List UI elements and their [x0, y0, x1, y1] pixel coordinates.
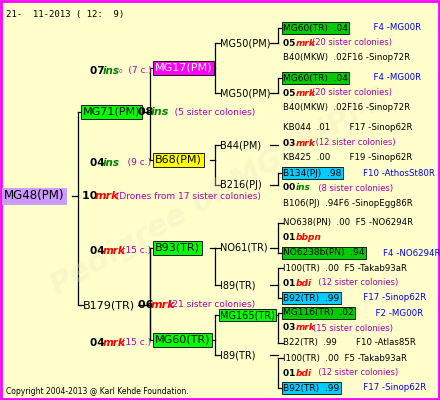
Text: (8 sister colonies): (8 sister colonies): [313, 184, 393, 192]
Text: F4 -MG00R: F4 -MG00R: [368, 24, 421, 32]
Text: B44(PM): B44(PM): [220, 140, 261, 150]
Text: B134(PJ)  .98: B134(PJ) .98: [283, 168, 341, 178]
Text: 04: 04: [90, 338, 108, 348]
Text: I100(TR)  .00  F5 -Takab93aR: I100(TR) .00 F5 -Takab93aR: [283, 264, 407, 272]
Text: mrk: mrk: [151, 300, 176, 310]
Text: (20 sister colonies): (20 sister colonies): [312, 88, 392, 98]
Text: Pedigree of MG48(PM): Pedigree of MG48(PM): [45, 83, 395, 301]
Text: MG17(PM): MG17(PM): [155, 63, 213, 73]
Text: 01: 01: [283, 234, 298, 242]
Text: F2 -MG00R: F2 -MG00R: [370, 308, 423, 318]
Text: F4 -MG00R: F4 -MG00R: [368, 74, 421, 82]
Text: bdi: bdi: [296, 278, 312, 288]
Text: B106(PJ)  .94F6 -SinopEgg86R: B106(PJ) .94F6 -SinopEgg86R: [283, 198, 413, 208]
Text: F17 -Sinop62R: F17 -Sinop62R: [355, 294, 426, 302]
Text: MG60(TR)  .04: MG60(TR) .04: [283, 74, 348, 82]
Text: ins: ins: [103, 66, 120, 76]
Text: KB044  .01       F17 -Sinop62R: KB044 .01 F17 -Sinop62R: [283, 124, 413, 132]
Text: (12 sister colonies): (12 sister colonies): [313, 138, 396, 148]
Text: MG50(PM): MG50(PM): [220, 88, 271, 98]
Text: MG71(PM): MG71(PM): [83, 107, 140, 117]
Text: 10: 10: [82, 191, 101, 201]
Text: 06: 06: [138, 300, 158, 310]
Text: MG50(PM): MG50(PM): [220, 38, 271, 48]
Text: (9 c.): (9 c.): [119, 158, 151, 168]
Text: F10 -AthosSt80R: F10 -AthosSt80R: [363, 168, 435, 178]
Text: bdi: bdi: [296, 368, 312, 378]
Text: (Drones from 17 sister colonies): (Drones from 17 sister colonies): [113, 192, 261, 200]
Text: (5 sister colonies): (5 sister colonies): [166, 108, 255, 116]
Text: ins: ins: [103, 158, 120, 168]
Text: mrk: mrk: [296, 324, 316, 332]
Text: KB425  .00       F19 -Sinop62R: KB425 .00 F19 -Sinop62R: [283, 154, 412, 162]
Text: B93(TR): B93(TR): [155, 243, 200, 253]
Text: mrk: mrk: [296, 138, 316, 148]
Text: 04: 04: [90, 246, 108, 256]
Text: B92(TR)  .99: B92(TR) .99: [283, 294, 339, 302]
Text: I100(TR)  .00  F5 -Takab93aR: I100(TR) .00 F5 -Takab93aR: [283, 354, 407, 362]
Text: NO61(TR): NO61(TR): [220, 243, 268, 253]
Text: B92(TR)  .99: B92(TR) .99: [283, 384, 339, 392]
Text: 21-  11-2013 ( 12:  9): 21- 11-2013 ( 12: 9): [6, 10, 124, 19]
Text: (15 c.): (15 c.): [119, 338, 151, 348]
Text: 05: 05: [283, 38, 298, 48]
Text: NO638(PN)  .00  F5 -NO6294R: NO638(PN) .00 F5 -NO6294R: [283, 218, 413, 228]
Text: 07: 07: [90, 66, 108, 76]
Text: ins: ins: [296, 184, 311, 192]
Text: MG60(TR)  .04: MG60(TR) .04: [283, 24, 348, 32]
Text: (21 sister colonies): (21 sister colonies): [166, 300, 255, 310]
Text: ins: ins: [151, 107, 169, 117]
Text: 01: 01: [283, 368, 298, 378]
Text: (15 c.): (15 c.): [119, 246, 151, 256]
Text: (12 sister colonies): (12 sister colonies): [313, 278, 398, 288]
Text: mrk: mrk: [296, 88, 316, 98]
Text: MG48(PM): MG48(PM): [4, 190, 65, 202]
Text: NO6238b(PN)  .94: NO6238b(PN) .94: [283, 248, 364, 258]
Text: bbpn: bbpn: [296, 234, 322, 242]
Text: 03: 03: [283, 324, 298, 332]
Text: mrk: mrk: [296, 38, 316, 48]
Text: (20 sister colonies): (20 sister colonies): [312, 38, 392, 48]
Text: 05: 05: [283, 88, 298, 98]
Text: B179(TR): B179(TR): [83, 300, 135, 310]
Text: 04: 04: [90, 158, 108, 168]
Text: mrk: mrk: [103, 246, 126, 256]
Text: MG165(TR): MG165(TR): [220, 310, 275, 320]
Text: ₀  (7 c.): ₀ (7 c.): [119, 66, 152, 76]
Text: B40(MKW)  .02F16 -Sinop72R: B40(MKW) .02F16 -Sinop72R: [283, 104, 410, 112]
Text: Copyright 2004-2013 @ Karl Kehde Foundation.: Copyright 2004-2013 @ Karl Kehde Foundat…: [6, 387, 189, 396]
Text: I89(TR): I89(TR): [220, 350, 256, 360]
Text: (12 sister colonies): (12 sister colonies): [313, 368, 398, 378]
Text: B22(TR)  .99       F10 -Atlas85R: B22(TR) .99 F10 -Atlas85R: [283, 338, 416, 348]
Text: B40(MKW)  .02F16 -Sinop72R: B40(MKW) .02F16 -Sinop72R: [283, 52, 410, 62]
Text: B216(PJ): B216(PJ): [220, 180, 262, 190]
Text: 00: 00: [283, 184, 298, 192]
Text: (15 sister colonies): (15 sister colonies): [313, 324, 393, 332]
Text: F17 -Sinop62R: F17 -Sinop62R: [355, 384, 426, 392]
Text: mrk: mrk: [103, 338, 126, 348]
Text: 08: 08: [138, 107, 157, 117]
Text: B68(PM): B68(PM): [155, 155, 202, 165]
Text: MG60(TR): MG60(TR): [155, 335, 210, 345]
Text: 01: 01: [283, 278, 298, 288]
Text: 03: 03: [283, 138, 298, 148]
Text: F4 -NO6294R: F4 -NO6294R: [383, 248, 440, 258]
Text: MG116(TR)  .02: MG116(TR) .02: [283, 308, 354, 318]
Text: I89(TR): I89(TR): [220, 280, 256, 290]
Text: mrk: mrk: [95, 191, 120, 201]
Text: MG165(TR): MG165(TR): [220, 310, 275, 320]
